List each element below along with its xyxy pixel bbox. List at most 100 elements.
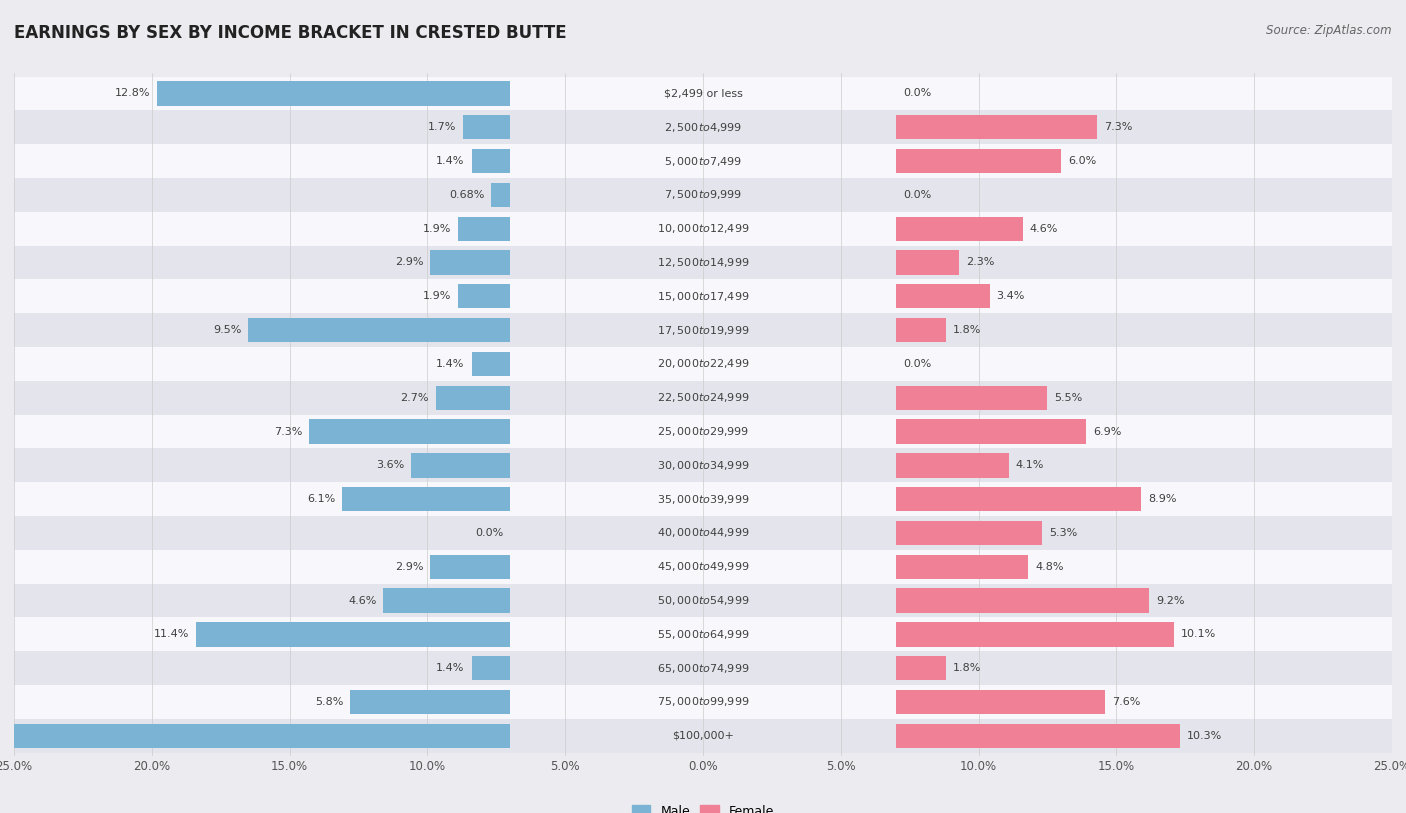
Text: 2.9%: 2.9%	[395, 258, 423, 267]
Text: 0.68%: 0.68%	[449, 190, 485, 200]
Bar	[896, 250, 959, 275]
Text: $17,500 to $19,999: $17,500 to $19,999	[657, 324, 749, 337]
Bar	[430, 250, 510, 275]
Text: 5.8%: 5.8%	[315, 697, 343, 707]
Text: 6.0%: 6.0%	[1069, 156, 1097, 166]
Bar	[14, 719, 1392, 753]
Bar	[384, 589, 510, 613]
Bar	[896, 487, 1142, 511]
Bar	[463, 115, 510, 140]
Text: Source: ZipAtlas.com: Source: ZipAtlas.com	[1267, 24, 1392, 37]
Bar	[896, 554, 1028, 579]
Bar	[14, 685, 1392, 719]
Legend: Male, Female: Male, Female	[627, 800, 779, 813]
Text: $75,000 to $99,999: $75,000 to $99,999	[657, 695, 749, 708]
Bar	[14, 380, 1392, 415]
Bar	[14, 482, 1392, 516]
Bar	[14, 211, 1392, 246]
Text: 11.4%: 11.4%	[153, 629, 188, 639]
Text: $45,000 to $49,999: $45,000 to $49,999	[657, 560, 749, 573]
Text: 5.5%: 5.5%	[1054, 393, 1083, 402]
Text: 7.6%: 7.6%	[1112, 697, 1140, 707]
Text: 2.9%: 2.9%	[395, 562, 423, 572]
Text: 4.6%: 4.6%	[349, 596, 377, 606]
Text: 1.7%: 1.7%	[427, 122, 457, 133]
Text: 5.3%: 5.3%	[1049, 528, 1077, 538]
Bar	[14, 178, 1392, 211]
Bar	[350, 689, 510, 714]
Text: 1.8%: 1.8%	[952, 663, 981, 673]
Text: 4.8%: 4.8%	[1035, 562, 1063, 572]
Bar	[249, 318, 510, 342]
Bar	[14, 313, 1392, 347]
Text: 0.0%: 0.0%	[903, 190, 931, 200]
Text: 0.0%: 0.0%	[475, 528, 503, 538]
Bar	[471, 149, 510, 173]
Bar	[14, 144, 1392, 178]
Bar	[342, 487, 510, 511]
Text: $2,499 or less: $2,499 or less	[664, 89, 742, 98]
Bar	[14, 111, 1392, 144]
Bar	[14, 280, 1392, 313]
Bar	[491, 183, 510, 207]
Text: 0.0%: 0.0%	[903, 89, 931, 98]
Text: $12,500 to $14,999: $12,500 to $14,999	[657, 256, 749, 269]
Text: 1.8%: 1.8%	[952, 325, 981, 335]
Bar	[14, 651, 1392, 685]
Bar	[896, 318, 945, 342]
Bar	[458, 216, 510, 241]
Bar	[471, 352, 510, 376]
Text: $20,000 to $22,499: $20,000 to $22,499	[657, 358, 749, 371]
Text: 2.3%: 2.3%	[966, 258, 994, 267]
Text: 9.2%: 9.2%	[1156, 596, 1185, 606]
Text: $30,000 to $34,999: $30,000 to $34,999	[657, 459, 749, 472]
Text: $5,000 to $7,499: $5,000 to $7,499	[664, 154, 742, 167]
Text: $100,000+: $100,000+	[672, 731, 734, 741]
Bar	[14, 618, 1392, 651]
Text: 4.1%: 4.1%	[1015, 460, 1045, 471]
Text: $55,000 to $64,999: $55,000 to $64,999	[657, 628, 749, 641]
Text: 10.1%: 10.1%	[1181, 629, 1216, 639]
Bar	[14, 516, 1392, 550]
Bar	[896, 622, 1174, 646]
Text: $7,500 to $9,999: $7,500 to $9,999	[664, 189, 742, 202]
Bar	[436, 385, 510, 410]
Text: $22,500 to $24,999: $22,500 to $24,999	[657, 391, 749, 404]
Text: 7.3%: 7.3%	[274, 427, 302, 437]
Text: $35,000 to $39,999: $35,000 to $39,999	[657, 493, 749, 506]
Bar	[896, 385, 1047, 410]
Text: $65,000 to $74,999: $65,000 to $74,999	[657, 662, 749, 675]
Text: 4.6%: 4.6%	[1029, 224, 1057, 233]
Text: $10,000 to $12,499: $10,000 to $12,499	[657, 222, 749, 235]
Bar	[896, 284, 990, 308]
Text: $15,000 to $17,499: $15,000 to $17,499	[657, 289, 749, 302]
Bar	[14, 449, 1392, 482]
Bar	[896, 724, 1180, 748]
Bar	[195, 622, 510, 646]
Text: 1.9%: 1.9%	[422, 224, 451, 233]
Text: 1.4%: 1.4%	[436, 663, 464, 673]
Bar	[896, 149, 1062, 173]
Text: 3.6%: 3.6%	[375, 460, 404, 471]
Bar	[14, 347, 1392, 380]
Bar	[896, 453, 1010, 477]
Text: $40,000 to $44,999: $40,000 to $44,999	[657, 527, 749, 540]
Text: 8.9%: 8.9%	[1149, 494, 1177, 504]
Text: 1.9%: 1.9%	[422, 291, 451, 302]
Bar	[430, 554, 510, 579]
Text: 12.8%: 12.8%	[115, 89, 150, 98]
Bar	[157, 81, 510, 106]
Bar	[14, 550, 1392, 584]
Text: 6.9%: 6.9%	[1092, 427, 1122, 437]
Bar	[896, 521, 1042, 546]
Text: EARNINGS BY SEX BY INCOME BRACKET IN CRESTED BUTTE: EARNINGS BY SEX BY INCOME BRACKET IN CRE…	[14, 24, 567, 42]
Bar	[309, 420, 510, 444]
Text: 9.5%: 9.5%	[214, 325, 242, 335]
Text: 1.4%: 1.4%	[436, 359, 464, 369]
Bar	[471, 656, 510, 680]
Text: $2,500 to $4,999: $2,500 to $4,999	[664, 121, 742, 134]
Bar	[896, 589, 1150, 613]
Text: 7.3%: 7.3%	[1104, 122, 1132, 133]
Bar	[0, 724, 510, 748]
Text: 2.7%: 2.7%	[401, 393, 429, 402]
